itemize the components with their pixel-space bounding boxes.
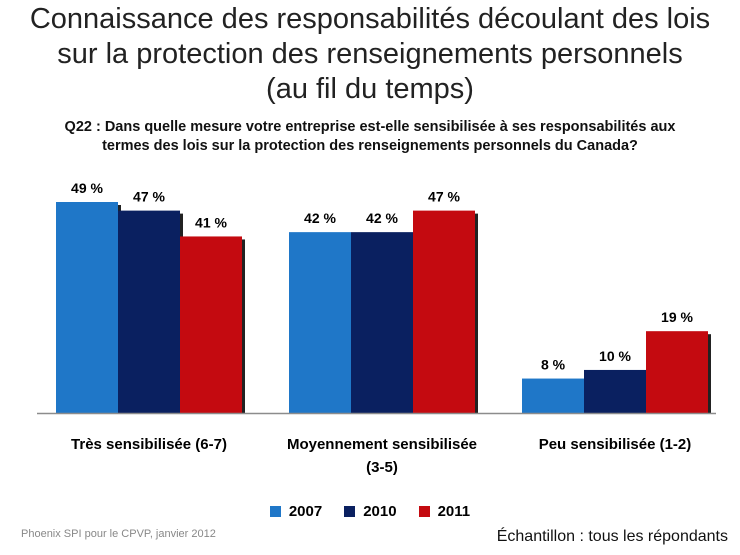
- category-label: Peu sensibilisée (1-2): [539, 436, 692, 453]
- title-line: Connaissance des responsabilités découla…: [29, 3, 711, 35]
- legend-label: 2007: [288, 503, 323, 520]
- bar-2007-0: [56, 202, 118, 413]
- bar-2007-1: [289, 232, 351, 413]
- data-label: 10 %: [599, 348, 631, 364]
- data-label: 49 %: [71, 180, 103, 196]
- question-line: Q22 : Dans quelle mesure votre entrepris…: [64, 119, 676, 135]
- data-label: 42 %: [366, 210, 398, 226]
- bar-chart: 49 % 47 % 41 % Très sensibilisée (6-7) 42 % 4…: [37, 180, 716, 476]
- title-line: (au fil du temps): [266, 73, 474, 105]
- data-label: 41 %: [195, 214, 227, 230]
- legend-item-2007: 2007: [269, 503, 323, 520]
- bar-2010-1: [351, 232, 413, 413]
- bar-2011-0: [180, 236, 242, 413]
- legend-item-2010: 2010: [344, 503, 397, 520]
- bar-2010-2: [584, 369, 646, 413]
- legend-label: 2011: [437, 503, 471, 520]
- data-label: 47 %: [133, 189, 165, 205]
- category-label: (3-5): [366, 459, 398, 476]
- legend-item-2011: 2011: [418, 503, 471, 520]
- legend-swatch: [418, 506, 430, 517]
- question-text: Q22 : Dans quelle mesure votre entrepris…: [20, 118, 720, 156]
- legend-swatch: [269, 506, 281, 517]
- bar-2007-2: [522, 378, 584, 413]
- title-line: sur la protection des renseignements per…: [57, 38, 683, 70]
- question-line: termes des lois sur la protection des re…: [102, 138, 638, 154]
- source-note: Phoenix SPI pour le CPVP, janvier 2012: [21, 528, 216, 540]
- bar-2011-1: [413, 210, 475, 413]
- category-label: Moyennement sensibilisée: [287, 436, 477, 453]
- category-label: Très sensibilisée (6-7): [71, 436, 227, 453]
- data-label: 47 %: [428, 189, 460, 205]
- data-label: 42 %: [304, 210, 336, 226]
- data-label: 19 %: [661, 309, 693, 325]
- bar-2010-0: [118, 210, 180, 413]
- sample-note: Échantillon : tous les répondants: [496, 528, 728, 545]
- legend-label: 2010: [363, 503, 397, 520]
- bar-2011-2: [646, 331, 708, 413]
- data-label: 8 %: [541, 357, 566, 373]
- chart-title: Connaissance des responsabilités découla…: [0, 2, 740, 107]
- chart-legend: 2007 2010 2011: [0, 503, 740, 520]
- legend-swatch: [344, 506, 356, 517]
